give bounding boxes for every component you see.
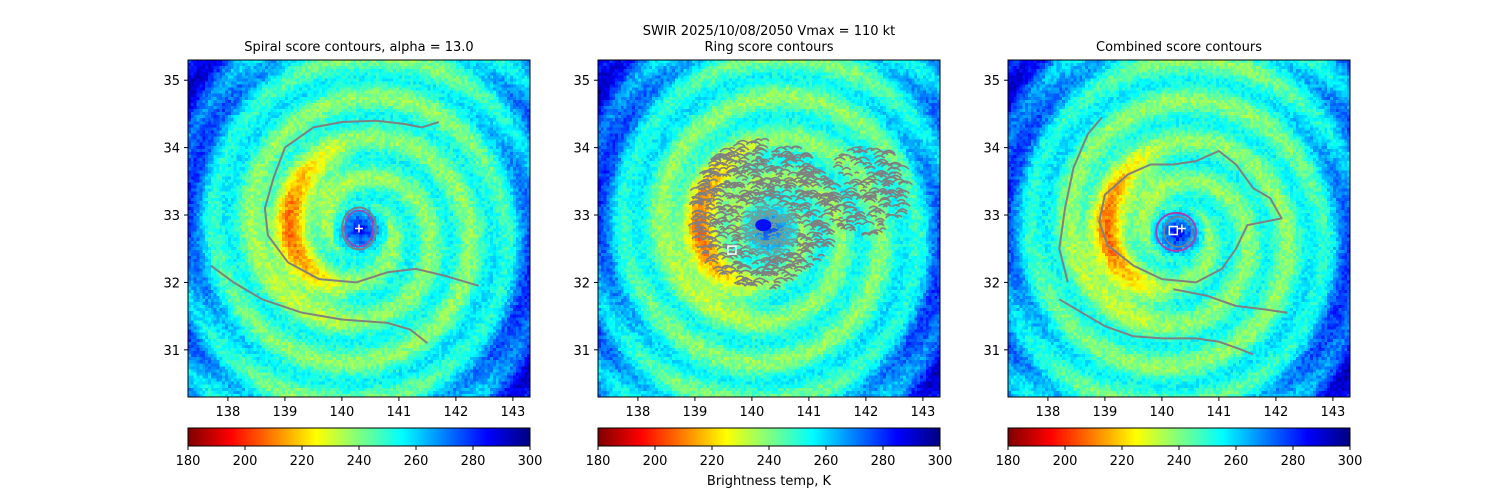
- x-tick-label: 138: [1035, 405, 1060, 420]
- y-tick-label: 31: [983, 344, 1000, 359]
- colorbar: [1007, 427, 1351, 447]
- score-contour: [1058, 116, 1103, 283]
- colorbar-tick-label: 280: [1281, 454, 1306, 469]
- x-tick-label: 139: [1092, 405, 1117, 420]
- colorbar-tick-label: 200: [1053, 454, 1078, 469]
- score-contour: [355, 267, 479, 287]
- colorbar-tick-label: 300: [518, 454, 543, 469]
- x-tick-label: 138: [625, 405, 650, 420]
- score-contour: [1098, 150, 1283, 284]
- y-tick-label: 32: [983, 276, 1000, 291]
- score-contour: [210, 264, 429, 344]
- y-tick-label: 35: [573, 74, 590, 89]
- colorbar: [187, 427, 531, 447]
- panel-2: Ring score contours 138 139 140 141 142 143 31 3…: [573, 40, 952, 469]
- colorbar-tick-label: 280: [871, 454, 896, 469]
- panel-3: Combined score contours 138 139 140 141 142 14…: [983, 40, 1362, 469]
- colorbar-tick-label: 260: [814, 454, 839, 469]
- x-tick-label: 143: [1320, 405, 1345, 420]
- x-tick-label: 143: [910, 405, 935, 420]
- x-tick-label: 139: [272, 405, 297, 420]
- center-marker: [727, 245, 737, 255]
- colorbar-tick-label: 300: [1338, 454, 1363, 469]
- score-contour: [263, 119, 440, 284]
- center-marker-2: [1168, 225, 1179, 236]
- colorbar-tick-label: 280: [461, 454, 486, 469]
- colorbar-tick-label: 300: [928, 454, 953, 469]
- colorbar-tick-label: 260: [404, 454, 429, 469]
- colorbar-tick-label: 200: [233, 454, 258, 469]
- center-marker: [355, 224, 363, 233]
- score-contour: [1058, 298, 1254, 356]
- colorbar: [597, 427, 941, 447]
- eye-contour: [341, 206, 377, 251]
- y-tick-label: 34: [573, 142, 590, 157]
- y-tick-label: 34: [163, 142, 180, 157]
- y-tick-label: 32: [163, 276, 180, 291]
- colorbar-tick-label: 180: [176, 454, 201, 469]
- panel-title: Combined score contours: [1096, 40, 1262, 55]
- colorbar-tick-label: 240: [1167, 454, 1192, 469]
- x-tick-label: 139: [682, 405, 707, 420]
- axes-frame: [1007, 59, 1351, 398]
- colorbar-tick-label: 240: [347, 454, 372, 469]
- colorbar-tick-label: 220: [290, 454, 315, 469]
- y-tick-label: 31: [573, 344, 590, 359]
- colorbar-tick-label: 260: [1224, 454, 1249, 469]
- figure-suptitle: SWIR 2025/10/08/2050 Vmax = 110 kt: [643, 24, 896, 39]
- axes-frame: [597, 59, 941, 398]
- y-tick-label: 33: [163, 209, 180, 224]
- colorbar-tick-label: 200: [643, 454, 668, 469]
- colorbar-tick-label: 180: [586, 454, 611, 469]
- eye-contour-inner: [1163, 216, 1193, 248]
- y-tick-label: 33: [573, 209, 590, 224]
- x-tick-label: 142: [443, 405, 468, 420]
- colorbar-label: Brightness temp, K: [707, 474, 832, 489]
- y-tick-label: 35: [163, 74, 180, 89]
- colorbar-tick-label: 220: [700, 454, 725, 469]
- y-tick-label: 35: [983, 74, 1000, 89]
- panel-title: Spiral score contours, alpha = 13.0: [244, 40, 473, 55]
- y-tick-label: 34: [983, 142, 1000, 157]
- axes-frame: [187, 59, 531, 398]
- x-tick-label: 141: [1206, 405, 1231, 420]
- x-tick-label: 138: [215, 405, 240, 420]
- x-tick-label: 141: [796, 405, 821, 420]
- x-tick-label: 140: [1149, 405, 1174, 420]
- x-tick-label: 140: [739, 405, 764, 420]
- y-tick-label: 33: [983, 209, 1000, 224]
- score-contour: [1173, 288, 1288, 314]
- x-tick-label: 142: [853, 405, 878, 420]
- ring-score-contours: [687, 137, 913, 290]
- x-tick-label: 140: [329, 405, 354, 420]
- center-marker: [1177, 224, 1186, 233]
- eye-contour-inner: [344, 209, 374, 248]
- colorbar-tick-label: 180: [996, 454, 1021, 469]
- colorbar-tick-label: 220: [1110, 454, 1135, 469]
- x-tick-label: 143: [500, 405, 525, 420]
- y-tick-label: 32: [573, 276, 590, 291]
- eye-contour: [1155, 211, 1198, 252]
- x-tick-label: 141: [386, 405, 411, 420]
- colorbar-tick-label: 240: [757, 454, 782, 469]
- y-tick-label: 31: [163, 344, 180, 359]
- x-tick-label: 142: [1263, 405, 1288, 420]
- panel-title: Ring score contours: [704, 40, 833, 55]
- panel-1: Spiral score contours, alpha = 13.0 138 13…: [163, 40, 542, 469]
